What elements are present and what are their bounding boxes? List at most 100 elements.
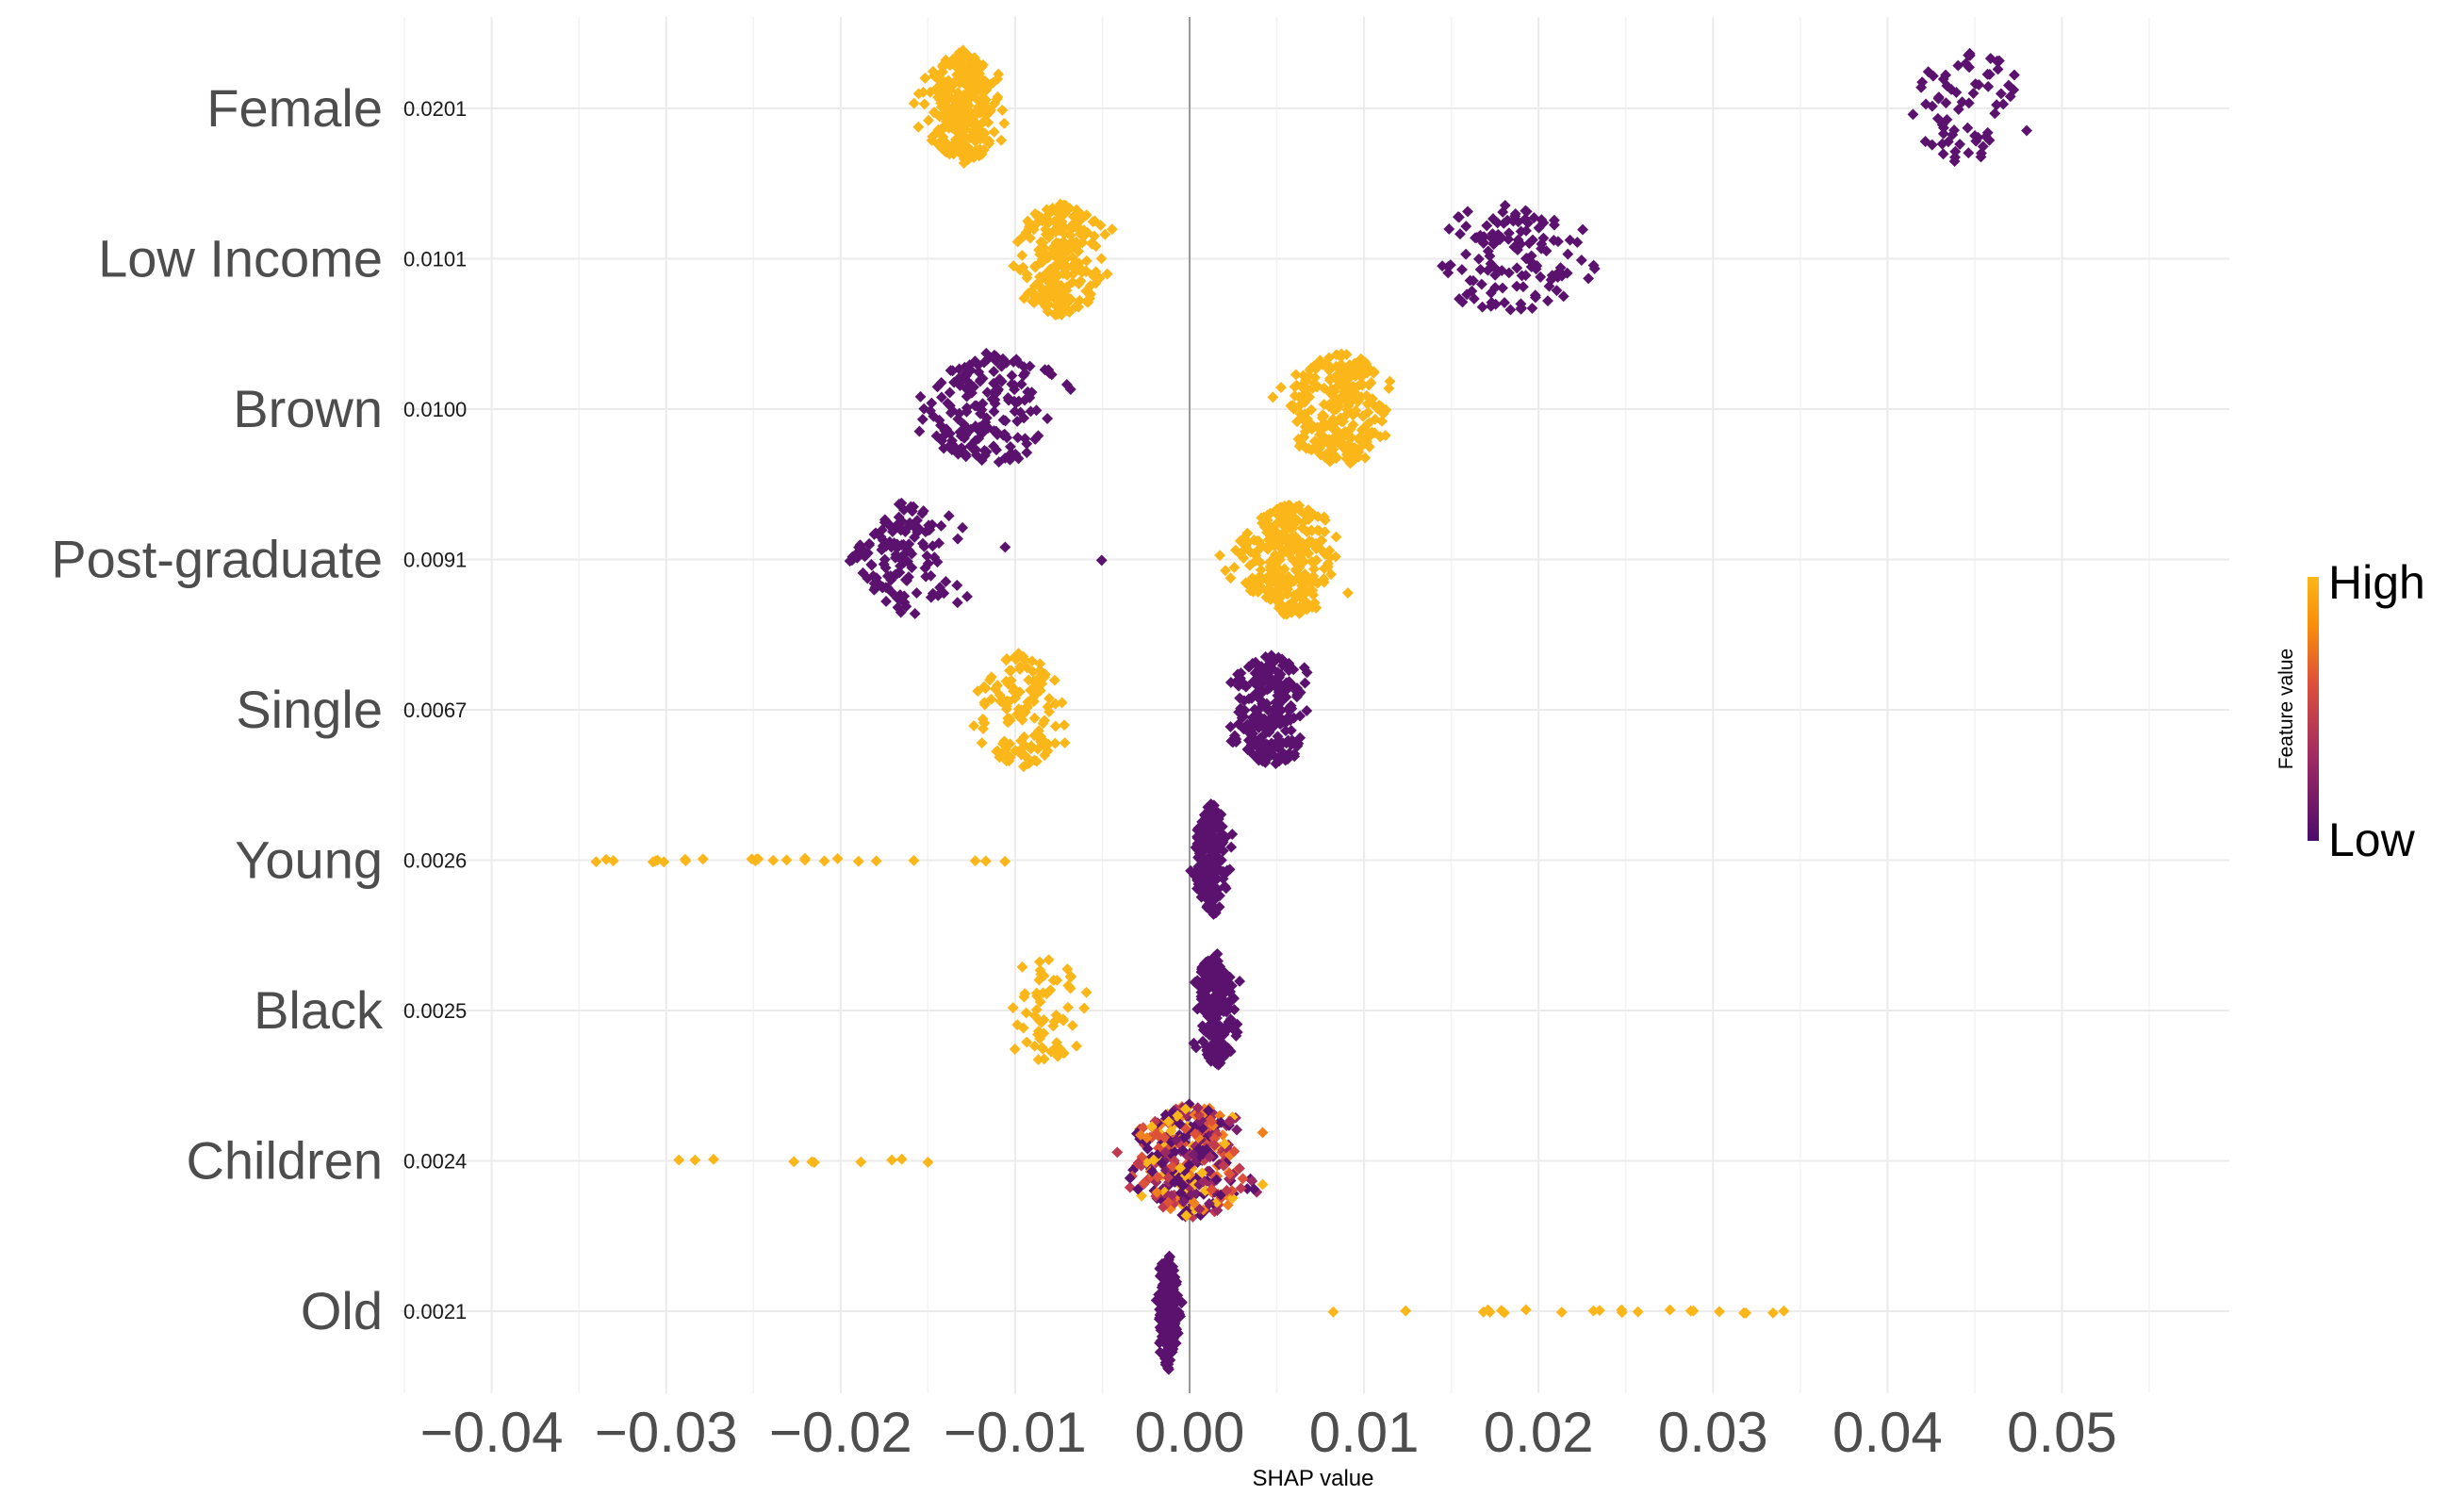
shap-point	[1016, 961, 1028, 973]
feature-label: Young	[235, 830, 383, 890]
shap-point	[1548, 235, 1560, 246]
shap-point	[1071, 1040, 1082, 1052]
shap-point	[988, 126, 1000, 138]
shap-point	[1049, 737, 1061, 749]
shap-point	[855, 1156, 867, 1168]
shap-point	[955, 430, 967, 442]
feature-label: Female	[206, 78, 383, 138]
shap-point	[1526, 303, 1538, 314]
shap-point	[976, 737, 988, 749]
shap-point	[919, 72, 931, 84]
shap-point	[1059, 737, 1071, 748]
shap-point	[918, 403, 930, 415]
shap-point	[1327, 1306, 1339, 1318]
shap-point	[1341, 587, 1354, 599]
shap-point	[1048, 674, 1060, 686]
shap-point	[944, 386, 956, 399]
shap-point	[914, 390, 927, 403]
x-tick-label: 0.04	[1832, 1401, 1943, 1464]
shap-point	[1907, 108, 1919, 121]
legend-colorbar	[2308, 577, 2319, 841]
feature-label: Post-graduate	[51, 530, 383, 589]
shap-point	[1033, 956, 1045, 968]
shap-point	[908, 97, 920, 109]
shap-point	[999, 855, 1011, 867]
legend-title: Feature value	[2275, 649, 2297, 769]
shap-point	[1456, 264, 1468, 275]
x-tick-label: 0.02	[1484, 1401, 1594, 1464]
shap-point	[1066, 1019, 1078, 1031]
shap-point	[680, 855, 692, 867]
x-tick-label: 0.05	[2007, 1401, 2117, 1464]
x-tick-label: 0.03	[1658, 1401, 1768, 1464]
points-layer	[590, 44, 2033, 1375]
shap-point	[961, 405, 973, 418]
shap-point	[969, 855, 981, 867]
shap-point	[1330, 531, 1342, 543]
shap-point	[1021, 447, 1033, 459]
shap-point	[951, 597, 963, 609]
shap-point	[957, 521, 969, 534]
importance-label: 0.0091	[403, 549, 467, 572]
shap-point	[935, 519, 947, 532]
shap-point	[1520, 1304, 1532, 1316]
shap-point	[1962, 122, 1974, 134]
shap-point	[1237, 1173, 1249, 1185]
shap-point	[1460, 221, 1472, 233]
shap-point	[1503, 233, 1515, 245]
shap-point	[908, 854, 920, 866]
shap-point	[961, 590, 973, 602]
feature-labels: Female Low Income Brown Post-graduate Single…	[51, 78, 384, 1340]
x-tick-label: 0.00	[1135, 1401, 1245, 1464]
shap-point	[951, 580, 963, 591]
feature-label: Children	[186, 1131, 383, 1191]
shap-point	[1967, 88, 1980, 99]
shap-point	[1767, 1307, 1779, 1319]
shap-point	[1477, 236, 1489, 248]
shap-point	[1007, 1002, 1019, 1014]
shap-point	[1577, 223, 1589, 236]
shap-point	[995, 134, 1008, 146]
shap-point	[933, 414, 945, 426]
shap-point	[1028, 712, 1041, 724]
shap-point	[960, 449, 972, 460]
importance-label: 0.0024	[403, 1150, 467, 1174]
shap-point	[697, 853, 709, 865]
shap-point	[895, 1153, 908, 1165]
shap-point	[948, 376, 961, 388]
shap-point	[2009, 69, 2020, 81]
shap-point	[607, 855, 619, 867]
legend: High Low Feature value	[2275, 556, 2425, 866]
shap-point	[780, 854, 793, 866]
shap-point	[922, 1157, 934, 1168]
shap-point	[943, 510, 955, 522]
shap-point	[1995, 88, 2007, 100]
shap-point	[952, 533, 963, 545]
feature-label: Brown	[233, 379, 383, 438]
shap-point	[1452, 211, 1464, 223]
importance-label: 0.0201	[403, 97, 467, 121]
shap-point	[880, 596, 893, 607]
shap-point	[689, 1154, 701, 1166]
shap-point	[1095, 253, 1108, 265]
shap-point	[708, 1153, 719, 1165]
shap-point	[673, 1154, 685, 1166]
shap-point	[946, 365, 959, 377]
shap-point	[1542, 295, 1553, 307]
shap-point	[996, 104, 1009, 116]
x-tick-label: −0.04	[420, 1401, 564, 1464]
shap-point	[930, 430, 943, 442]
importance-label: 0.0025	[403, 999, 467, 1023]
shap-point	[870, 855, 882, 867]
x-tick-label: −0.02	[769, 1401, 912, 1464]
shap-point	[1738, 1307, 1750, 1319]
shap-point	[923, 114, 934, 126]
shap-point	[1049, 720, 1061, 732]
importance-label: 0.0101	[403, 248, 467, 271]
shap-point	[1564, 234, 1576, 246]
x-axis-title: SHAP value	[1253, 1466, 1374, 1491]
shap-point	[1982, 80, 1995, 92]
shap-point	[1714, 1306, 1725, 1318]
shap-point	[931, 381, 944, 393]
legend-high-label: High	[2328, 556, 2425, 609]
